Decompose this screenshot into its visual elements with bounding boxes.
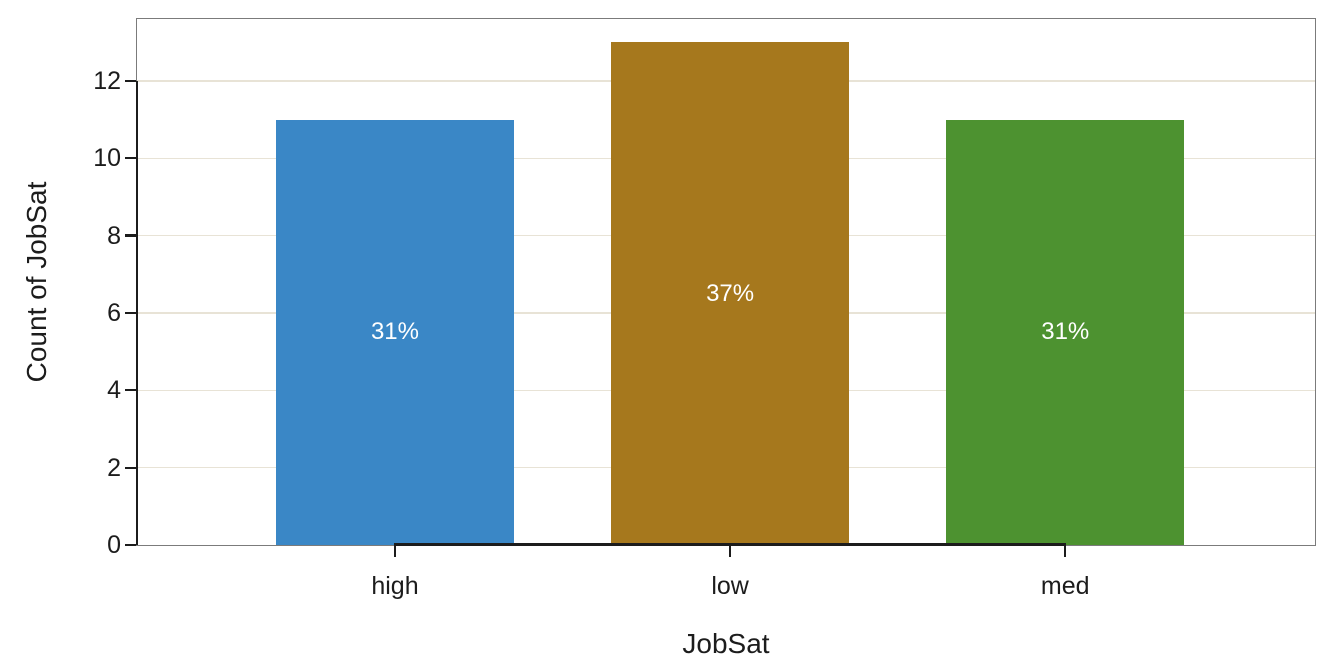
x-axis-tick: [393, 545, 397, 557]
y-axis-tick: [125, 311, 136, 315]
y-axis-tick: [125, 389, 136, 392]
bar-med: 31%: [946, 119, 1185, 545]
x-axis-line: [393, 543, 1067, 546]
bar-percent-label: 31%: [1041, 318, 1090, 346]
x-tick-label: high: [371, 572, 419, 600]
y-axis-tick: [125, 234, 136, 237]
y-axis-tick: [125, 466, 136, 469]
y-tick-label: 10: [93, 144, 121, 173]
x-axis-tick: [1064, 545, 1067, 557]
bar-high: 31%: [275, 119, 514, 545]
y-tick-label: 6: [107, 298, 121, 327]
y-tick-label: 0: [107, 531, 121, 559]
bar-low: 37%: [611, 42, 850, 545]
y-tick-label: 8: [107, 221, 121, 250]
plot-area: 31% 37% 31%: [125, 18, 1316, 557]
x-tick-label: low: [711, 572, 749, 600]
y-axis-line: [135, 80, 139, 545]
y-axis-tick: [125, 79, 136, 82]
x-axis-tick: [729, 545, 732, 557]
y-tick-label: 12: [93, 66, 121, 95]
bar-percent-label: 31%: [370, 318, 419, 346]
y-tick-label: 2: [107, 453, 121, 482]
y-axis-title: Count of JobSat: [21, 181, 52, 383]
bar-percent-label: 37%: [706, 279, 755, 307]
y-axis-tick: [125, 157, 136, 160]
y-tick-label: 4: [107, 376, 121, 405]
y-axis-tick: [125, 543, 136, 547]
x-tick-label: med: [1040, 572, 1090, 600]
x-axis-title: JobSat: [682, 628, 770, 659]
